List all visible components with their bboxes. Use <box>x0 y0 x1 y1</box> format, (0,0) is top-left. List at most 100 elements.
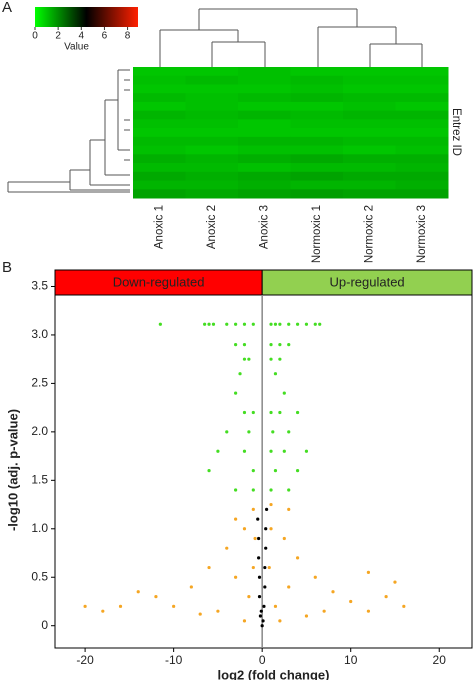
heatmap-cell <box>185 189 239 199</box>
heatmap-cell <box>133 136 186 147</box>
x-tick-label: -10 <box>165 653 183 667</box>
heatmap-cell <box>343 145 396 155</box>
heatmap-cell <box>238 136 291 147</box>
heatmap-cell <box>133 67 186 77</box>
y-tick-label: 2.5 <box>31 376 48 390</box>
heatmap-cell <box>185 128 239 138</box>
point <box>287 343 291 347</box>
heatmap-cell <box>290 180 344 190</box>
heatmap-cell <box>238 75 291 85</box>
point <box>331 590 335 594</box>
point <box>313 322 317 326</box>
point <box>295 556 300 560</box>
point <box>251 410 255 415</box>
point <box>273 372 278 376</box>
point <box>269 527 273 531</box>
heatmap-cell <box>185 136 239 147</box>
heatmap-cell <box>290 67 344 77</box>
column-label: Anoxic 1 <box>153 205 165 249</box>
point <box>251 507 255 511</box>
column-label: Normoxic 1 <box>311 205 323 263</box>
heatmap-cell <box>343 136 396 147</box>
point <box>247 357 251 361</box>
heatmap-cell <box>395 154 449 164</box>
x-tick-label: 10 <box>344 653 358 667</box>
heatmap-cell <box>395 75 449 85</box>
key-tick-label: 2 <box>55 31 61 42</box>
point <box>295 469 300 473</box>
heatmap-cell <box>290 154 344 164</box>
point <box>216 449 220 453</box>
point <box>234 322 238 326</box>
heatmap-cell <box>238 189 291 199</box>
heatmap-cell <box>343 189 396 199</box>
point <box>234 575 238 579</box>
point <box>269 357 273 361</box>
key-tick-label: 4 <box>79 31 85 42</box>
point <box>198 612 202 616</box>
column-label: Anoxic 3 <box>258 205 270 249</box>
x-axis-label: log2 (fold change) <box>218 667 330 680</box>
heatmap-cell <box>185 101 239 112</box>
row-axis-label: Entrez ID <box>450 108 462 156</box>
y-axis-label: -log10 (adj. p-value) <box>5 409 20 531</box>
point <box>101 609 105 613</box>
point <box>258 614 263 618</box>
point <box>234 488 238 492</box>
point <box>402 604 406 608</box>
heatmap-cell <box>343 101 396 112</box>
point <box>136 590 140 594</box>
point <box>242 449 247 453</box>
point <box>225 322 229 326</box>
point <box>257 595 262 599</box>
heatmap-cell <box>238 163 291 173</box>
x-tick-label: -20 <box>76 653 94 667</box>
heatmap-cell <box>290 84 344 94</box>
heatmap-cell <box>185 119 239 129</box>
heatmap-cell <box>238 145 291 155</box>
heatmap-cell <box>185 180 239 190</box>
heatmap-cell <box>133 128 186 138</box>
key-tick-label: 6 <box>102 31 108 42</box>
point <box>251 469 255 473</box>
heatmap-cell <box>290 101 344 112</box>
point <box>83 604 87 608</box>
point <box>278 322 282 326</box>
point <box>211 322 216 326</box>
point <box>264 507 269 511</box>
point <box>304 614 309 618</box>
point <box>259 609 263 613</box>
heatmap-cell <box>290 163 344 173</box>
heatmap-cell <box>133 171 186 182</box>
heatmap-cell <box>238 119 291 129</box>
point <box>349 599 353 604</box>
heatmap-cell <box>395 93 449 103</box>
point <box>273 469 278 473</box>
point <box>158 322 162 326</box>
point <box>154 595 158 599</box>
strip <box>54 269 263 296</box>
point <box>269 488 273 492</box>
heatmap-cell <box>395 136 449 147</box>
point <box>269 322 273 326</box>
strip-label: Down-regulated <box>113 274 205 289</box>
point <box>278 343 282 347</box>
heatmap-cell <box>238 171 291 182</box>
point <box>304 449 309 453</box>
key-tick-label: 8 <box>125 31 131 42</box>
point <box>393 580 397 584</box>
point <box>282 449 286 453</box>
row-dendrogram <box>7 69 130 193</box>
heatmap-cell <box>343 128 396 138</box>
y-tick-label: 3.0 <box>31 327 48 341</box>
strip <box>261 269 473 296</box>
point <box>260 624 264 628</box>
point <box>242 410 247 415</box>
point <box>234 517 238 521</box>
heatmap-cell <box>395 101 449 112</box>
heatmap-cell <box>133 119 186 129</box>
point <box>256 517 260 521</box>
heatmap-cell <box>238 101 291 112</box>
heatmap-cell <box>290 93 344 103</box>
